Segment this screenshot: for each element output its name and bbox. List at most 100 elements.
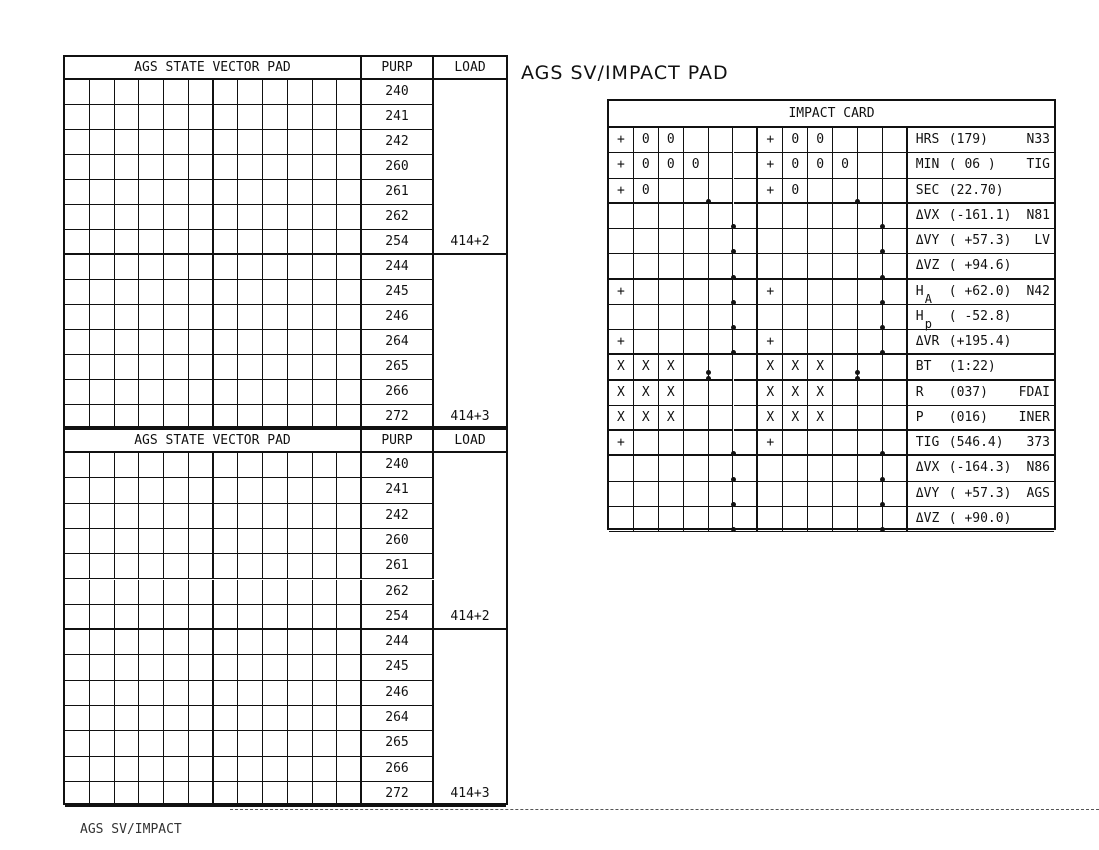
entry-cell[interactable] <box>337 105 362 130</box>
entry-cell[interactable] <box>287 380 313 405</box>
entry-cell[interactable] <box>287 330 313 355</box>
entry-cell[interactable] <box>833 229 858 255</box>
entry-cell[interactable] <box>89 453 115 479</box>
entry-cell[interactable] <box>758 456 784 482</box>
entry-cell[interactable] <box>287 604 313 631</box>
entry-cell[interactable] <box>164 80 189 105</box>
entry-cell[interactable]: + <box>758 128 784 154</box>
entry-cell[interactable] <box>312 604 338 631</box>
entry-cell[interactable] <box>337 554 362 580</box>
entry-cell[interactable] <box>783 431 809 457</box>
entry-cell[interactable] <box>758 229 784 255</box>
entry-cell[interactable] <box>833 254 858 280</box>
entry-cell[interactable] <box>337 478 362 504</box>
entry-cell[interactable] <box>263 503 288 529</box>
entry-cell[interactable] <box>213 230 239 255</box>
entry-cell[interactable] <box>337 731 362 757</box>
entry-cell[interactable] <box>65 655 90 681</box>
entry-cell[interactable] <box>238 478 263 504</box>
entry-cell[interactable] <box>238 756 263 782</box>
entry-cell[interactable] <box>263 280 288 305</box>
entry-cell[interactable] <box>882 128 908 154</box>
entry-cell[interactable] <box>65 380 90 405</box>
entry-cell[interactable] <box>263 478 288 504</box>
entry-cell[interactable] <box>633 279 659 305</box>
entry-cell[interactable] <box>312 655 338 681</box>
entry-cell[interactable] <box>337 205 362 230</box>
entry-cell[interactable] <box>188 604 214 631</box>
entry-cell[interactable] <box>114 731 140 757</box>
entry-cell[interactable] <box>139 80 164 105</box>
entry-cell[interactable] <box>733 355 759 381</box>
entry-cell[interactable] <box>287 305 313 330</box>
entry-cell[interactable] <box>114 680 140 706</box>
entry-cell[interactable] <box>337 680 362 706</box>
entry-cell[interactable] <box>65 554 90 580</box>
entry-cell[interactable] <box>733 229 759 255</box>
entry-cell[interactable] <box>188 655 214 681</box>
entry-cell[interactable] <box>312 630 338 656</box>
entry-cell[interactable] <box>882 431 908 457</box>
entry-cell[interactable] <box>337 180 362 205</box>
entry-cell[interactable] <box>633 203 659 229</box>
entry-cell[interactable] <box>188 80 214 105</box>
entry-cell[interactable] <box>263 180 288 205</box>
entry-cell[interactable] <box>89 731 115 757</box>
entry-cell[interactable] <box>882 279 908 305</box>
entry-cell[interactable] <box>708 456 734 482</box>
entry-cell[interactable] <box>858 178 883 204</box>
entry-cell[interactable] <box>89 130 115 155</box>
entry-cell[interactable] <box>263 731 288 757</box>
entry-cell[interactable] <box>114 503 140 529</box>
entry-cell[interactable] <box>708 431 734 457</box>
entry-cell[interactable] <box>164 405 189 430</box>
entry-cell[interactable] <box>213 305 239 330</box>
entry-cell[interactable] <box>882 456 908 482</box>
entry-cell[interactable] <box>213 706 239 732</box>
entry-cell[interactable] <box>65 579 90 605</box>
entry-cell[interactable] <box>683 128 709 154</box>
entry-cell[interactable] <box>783 506 809 532</box>
entry-cell[interactable] <box>312 155 338 180</box>
entry-cell[interactable] <box>89 554 115 580</box>
entry-cell[interactable] <box>337 255 362 280</box>
entry-cell[interactable] <box>882 229 908 255</box>
entry-cell[interactable] <box>89 305 115 330</box>
entry-cell[interactable] <box>658 229 684 255</box>
entry-cell[interactable] <box>114 205 140 230</box>
entry-cell[interactable] <box>89 781 115 808</box>
entry-cell[interactable] <box>287 528 313 555</box>
entry-cell[interactable] <box>733 304 759 330</box>
entry-cell[interactable] <box>139 706 164 732</box>
entry-cell[interactable] <box>312 380 338 405</box>
entry-cell[interactable] <box>287 80 313 105</box>
entry-cell[interactable] <box>683 380 709 406</box>
entry-cell[interactable] <box>114 105 140 130</box>
entry-cell[interactable] <box>312 180 338 205</box>
entry-cell[interactable] <box>213 105 239 130</box>
entry-cell[interactable] <box>139 230 164 255</box>
entry-cell[interactable] <box>683 203 709 229</box>
entry-cell[interactable] <box>337 655 362 681</box>
entry-cell[interactable] <box>65 478 90 504</box>
entry-cell[interactable] <box>114 380 140 405</box>
entry-cell[interactable]: 0 <box>633 178 659 204</box>
entry-cell[interactable] <box>337 280 362 305</box>
entry-cell[interactable]: 0 <box>808 153 834 179</box>
entry-cell[interactable] <box>89 80 115 105</box>
entry-cell[interactable] <box>312 405 338 430</box>
entry-cell[interactable] <box>188 205 214 230</box>
entry-cell[interactable] <box>213 355 239 380</box>
entry-cell[interactable] <box>263 130 288 155</box>
entry-cell[interactable] <box>708 279 734 305</box>
entry-cell[interactable] <box>238 781 263 808</box>
entry-cell[interactable] <box>263 528 288 555</box>
entry-cell[interactable] <box>708 355 734 381</box>
entry-cell[interactable] <box>139 604 164 631</box>
entry-cell[interactable]: 0 <box>658 153 684 179</box>
entry-cell[interactable] <box>263 255 288 280</box>
entry-cell[interactable] <box>213 756 239 782</box>
entry-cell[interactable] <box>114 478 140 504</box>
entry-cell[interactable] <box>882 153 908 179</box>
entry-cell[interactable] <box>139 330 164 355</box>
